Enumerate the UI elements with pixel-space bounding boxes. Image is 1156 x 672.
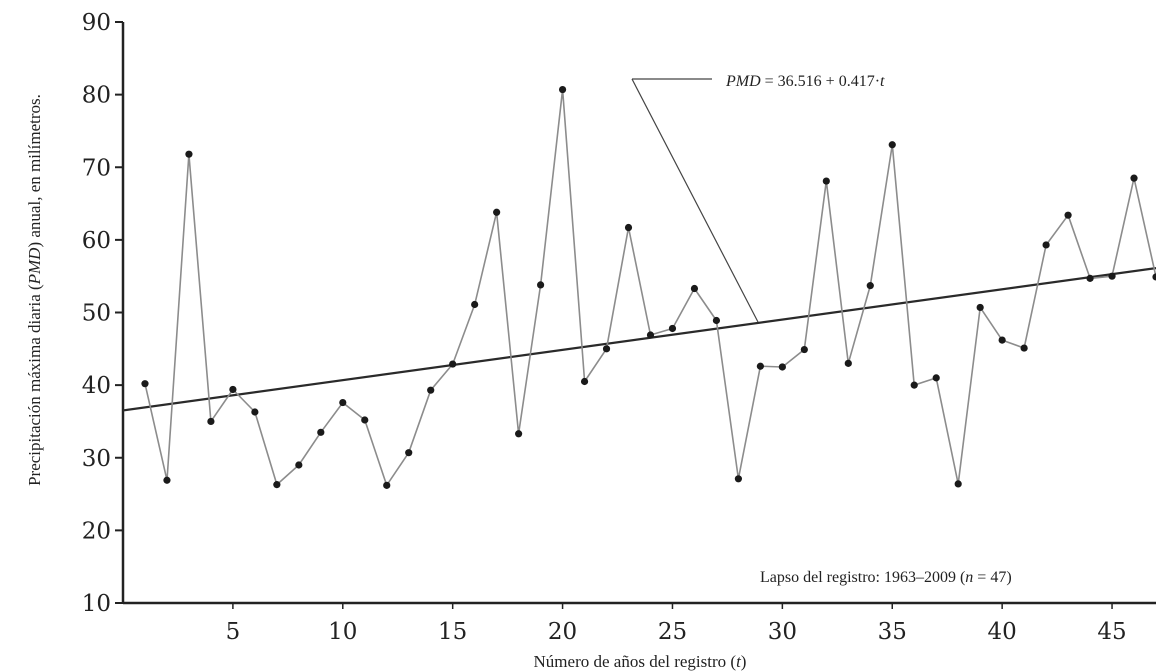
data-point [690, 284, 699, 293]
x-tick-label: 15 [438, 619, 467, 645]
data-point [229, 385, 237, 394]
data-point [1086, 274, 1094, 282]
data-point [998, 336, 1006, 344]
data-point [624, 223, 633, 232]
data-point [295, 461, 303, 469]
trend-line [122, 267, 1156, 412]
data-point [602, 345, 611, 353]
data-point [1152, 273, 1156, 281]
data-point [1042, 241, 1050, 249]
equation-var-t: t [880, 73, 885, 90]
data-point [185, 150, 193, 158]
data-point [822, 177, 830, 185]
y-tick-label: 50 [82, 301, 111, 327]
data-point [954, 480, 962, 488]
data-point [888, 141, 896, 149]
data-point [536, 281, 545, 289]
record-span-suffix: = 47) [973, 569, 1011, 586]
trend-equation: PMD = 36.516 + 0.417·t [725, 73, 885, 90]
x-tick-label: 30 [768, 619, 797, 645]
data-point [976, 303, 984, 312]
y-title-part-2: ) anual, en milímetros. [25, 94, 44, 247]
data-point [163, 476, 171, 484]
x-axis-ticks: 5 10 15 20 25 30 35 40 45 [226, 603, 1127, 645]
y-title-part-1: Precipitación máxima diaria ( [25, 284, 44, 486]
x-tick-label: 35 [878, 619, 907, 645]
y-axis-ticks: 10 20 30 40 50 60 70 80 90 [82, 10, 123, 617]
x-title-part-1: Número de años del registro ( [534, 652, 737, 671]
y-tick-label: 70 [82, 155, 111, 181]
data-point [405, 449, 413, 457]
x-tick-label: 5 [226, 619, 241, 645]
y-tick-label: 80 [82, 83, 111, 109]
equation-body: = 36.516 + 0.417· [761, 73, 880, 90]
data-point [1130, 174, 1138, 182]
x-title-part-2: ) [741, 652, 747, 671]
data-point [471, 300, 479, 309]
data-point [800, 345, 808, 354]
data-point [734, 475, 743, 483]
x-tick-label: 45 [1097, 619, 1126, 645]
data-point [580, 377, 589, 386]
data-point [361, 416, 369, 424]
data-point [1020, 344, 1028, 352]
equation-leader-diagonal [631, 78, 759, 323]
data-point [449, 360, 457, 368]
x-tick-label: 25 [658, 619, 687, 645]
data-point [339, 398, 347, 407]
data-point [668, 324, 677, 333]
data-point [1064, 211, 1072, 219]
series-layer [144, 88, 1156, 487]
equation-var-pmd: PMD [725, 73, 761, 90]
data-point [251, 408, 259, 416]
y-tick-label: 20 [82, 518, 111, 544]
data-point [515, 430, 523, 438]
data-point [141, 380, 149, 388]
annotation-layer: PMD = 36.516 + 0.417·t Lapso del registr… [631, 73, 1012, 586]
x-tick-label: 10 [328, 619, 357, 645]
data-point [910, 381, 918, 389]
data-point [932, 374, 940, 382]
trend-layer [122, 267, 1156, 412]
data-point [866, 282, 874, 290]
y-tick-label: 30 [82, 446, 111, 472]
series-line [144, 88, 1156, 487]
data-point [646, 331, 655, 339]
y-tick-label: 40 [82, 373, 111, 399]
x-tick-label: 20 [548, 619, 577, 645]
marker-layer [141, 85, 1156, 489]
x-title-var: t [736, 652, 742, 671]
data-point [207, 417, 215, 426]
data-point [273, 481, 281, 489]
data-point [427, 386, 435, 394]
data-point [493, 208, 501, 216]
data-point [383, 481, 391, 489]
data-point [317, 428, 325, 436]
y-tick-label: 10 [82, 591, 111, 617]
x-axis-title: Número de años del registro (t) [534, 652, 747, 671]
data-point [1108, 272, 1116, 280]
axes [121, 22, 1156, 605]
record-span-n: n [965, 569, 973, 586]
record-span-prefix: Lapso del registro: 1963–2009 ( [760, 569, 965, 586]
data-point [844, 359, 852, 367]
data-point [778, 363, 786, 371]
y-tick-label: 60 [82, 228, 111, 254]
data-point [558, 85, 567, 94]
x-tick-label: 40 [988, 619, 1017, 645]
y-title-var: PMD [25, 247, 44, 286]
y-tick-label: 90 [82, 10, 111, 36]
data-point [712, 316, 721, 325]
y-axis-title: Precipitación máxima diaria (PMD) anual,… [25, 94, 44, 486]
data-point [756, 362, 764, 370]
record-span-note: Lapso del registro: 1963–2009 (n = 47) [760, 569, 1012, 586]
